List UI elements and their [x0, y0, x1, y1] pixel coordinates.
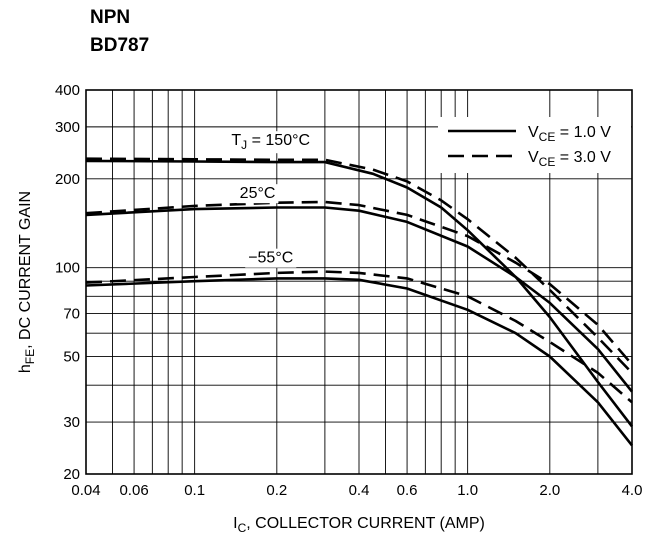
y-tick-label: 400: [55, 82, 80, 99]
part-type-heading: NPN: [90, 7, 131, 28]
x-axis-label: IC, COLLECTOR CURRENT (AMP): [233, 515, 485, 534]
legend-label: VCE = 3.0 V: [528, 149, 611, 169]
x-tick-label: 4.0: [622, 482, 643, 499]
tick-labels: 0.04 0.06 0.1 0.2 0.4 0.6 1.0 2.0 4.0 20 30 50 70 100…: [55, 82, 642, 499]
dashed-series-3: [85, 200, 633, 366]
curve-label-background: [245, 248, 297, 268]
x-tick-label: 2.0: [539, 482, 560, 499]
solid-series-0: [85, 206, 634, 393]
x-tick-label: 0.06: [119, 482, 148, 499]
plot-border: [85, 89, 633, 475]
part-number-heading: BD787: [90, 35, 150, 56]
curve-label-background: [236, 184, 279, 204]
plot-frame: [85, 89, 633, 475]
y-tick-label: 30: [63, 414, 80, 431]
curve-label: TJ = 150°C: [231, 132, 310, 152]
legend-label: VCE = 1.0 V: [528, 124, 611, 144]
dashed-series-5: [85, 270, 633, 404]
y-tick-label: 100: [55, 260, 80, 277]
legend: VCE = 1.0 V VCE = 3.0 V: [438, 117, 631, 173]
x-tick-label: 0.2: [266, 482, 287, 499]
y-tick-label: 20: [63, 466, 80, 483]
curve-label: 25°C: [240, 185, 276, 202]
x-tick-label: 0.1: [184, 482, 205, 499]
curve-label: −55°C: [248, 250, 293, 267]
y-axis-label: hFE, DC CURRENT GAIN: [17, 191, 37, 373]
data-series: [85, 157, 634, 447]
curve-label-background: [228, 131, 314, 154]
x-tick-label: 0.4: [349, 482, 370, 499]
y-tick-label: 50: [63, 349, 80, 366]
solid-series-1: [85, 159, 634, 428]
y-tick-label: 300: [55, 119, 80, 136]
y-tick-label: 70: [63, 305, 80, 322]
x-tick-label: 1.0: [457, 482, 478, 499]
axis-labels: IC, COLLECTOR CURRENT (AMP) hFE, DC CURRE…: [17, 191, 485, 534]
x-tick-label: 0.6: [397, 482, 418, 499]
curve-annotations: TJ = 150°C 25°C −55°C: [228, 131, 314, 268]
x-tick-label: 0.04: [71, 482, 100, 499]
legend-box: [438, 117, 631, 173]
y-tick-label: 200: [55, 171, 80, 188]
solid-series-2: [85, 277, 634, 447]
dashed-series-4: [85, 157, 633, 374]
